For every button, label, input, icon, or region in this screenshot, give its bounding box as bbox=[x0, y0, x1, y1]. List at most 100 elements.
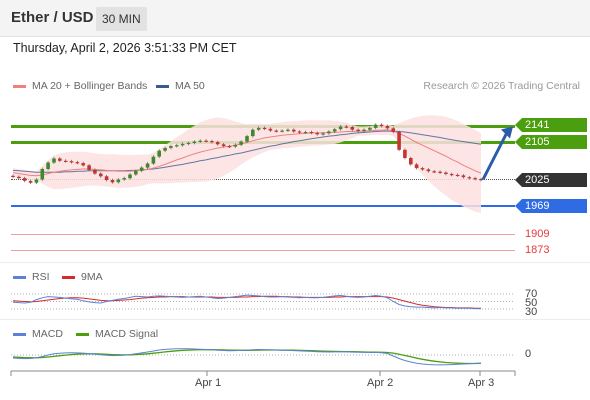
candle-body bbox=[157, 150, 161, 157]
ma20-swatch bbox=[13, 84, 26, 88]
candle-body bbox=[303, 132, 308, 134]
legend-rsi-ma-label: 9MA bbox=[81, 271, 103, 283]
ma50-line bbox=[12, 130, 482, 173]
candle-body bbox=[63, 160, 68, 162]
candle-body bbox=[280, 130, 284, 132]
candle-body bbox=[315, 132, 319, 135]
rsi-swatch bbox=[13, 275, 26, 279]
candle-body bbox=[122, 178, 126, 180]
candle-body bbox=[128, 174, 132, 179]
candle-body bbox=[461, 175, 466, 178]
legend-rsi-ma: 9MA bbox=[62, 271, 103, 283]
candle-body bbox=[134, 170, 138, 175]
x-label-apr2: Apr 2 bbox=[367, 377, 394, 389]
support-line-1 bbox=[11, 205, 515, 207]
candle-body bbox=[338, 126, 343, 130]
rsi-panel bbox=[11, 293, 515, 310]
chart-title: Ether / USD bbox=[11, 9, 94, 26]
candle-body bbox=[139, 167, 144, 171]
header-bar: Ether / USD 30 MIN bbox=[0, 0, 590, 37]
x-label-apr3: Apr 3 bbox=[468, 377, 495, 389]
rsi-level-30: 30 bbox=[525, 306, 538, 318]
credit-text: Research © 2026 Trading Central bbox=[423, 80, 580, 92]
divider bbox=[0, 319, 590, 320]
candle-body bbox=[297, 131, 302, 133]
rsi-ma-swatch bbox=[62, 275, 75, 279]
legend-macd-label: MACD bbox=[32, 328, 63, 340]
candle-body bbox=[99, 173, 103, 177]
candle-body bbox=[175, 145, 179, 147]
candle-body bbox=[192, 141, 197, 143]
candle-body bbox=[449, 174, 454, 176]
candle-body bbox=[251, 129, 255, 137]
candle-body bbox=[309, 132, 314, 134]
resistance-label-2: 2105 bbox=[515, 135, 587, 149]
support-label-3: 1873 bbox=[525, 244, 550, 256]
candle-body bbox=[245, 136, 249, 142]
candle-body bbox=[356, 129, 360, 132]
candle-body bbox=[385, 126, 390, 129]
candle-body bbox=[17, 176, 21, 179]
candle-body bbox=[332, 129, 337, 132]
forecast-arrow-head bbox=[501, 126, 513, 139]
x-axis bbox=[10, 370, 516, 376]
candle-body bbox=[151, 156, 156, 164]
candle-body bbox=[274, 130, 278, 132]
divider bbox=[0, 262, 590, 263]
support-line-2 bbox=[11, 234, 515, 235]
timestamp: Thursday, April 2, 2026 3:51:33 PM CET bbox=[13, 41, 237, 55]
support-label-1: 1969 bbox=[515, 199, 587, 213]
candle-body bbox=[368, 127, 372, 130]
candle-body bbox=[46, 162, 50, 169]
candle-body bbox=[11, 175, 15, 177]
candle-body bbox=[455, 174, 460, 177]
current-price-label: 2025 bbox=[515, 173, 587, 187]
macd-swatch bbox=[13, 332, 26, 336]
candle-body bbox=[286, 129, 290, 131]
forecast-arrow-shaft bbox=[481, 131, 509, 181]
macd-zero-label: 0 bbox=[525, 348, 532, 360]
candle-body bbox=[391, 128, 395, 132]
candle-body bbox=[233, 144, 238, 147]
candle-body bbox=[321, 133, 325, 135]
candle-body bbox=[28, 180, 33, 183]
candle-body bbox=[221, 144, 226, 147]
legend-rsi-label: RSI bbox=[32, 271, 50, 283]
candle-body bbox=[215, 142, 220, 145]
candle-body bbox=[34, 179, 39, 183]
candle-body bbox=[75, 162, 80, 164]
candle-body bbox=[163, 148, 167, 151]
macd-panel bbox=[11, 348, 515, 366]
candle-body bbox=[169, 146, 173, 148]
candle-body bbox=[397, 132, 401, 150]
candle-body bbox=[373, 124, 378, 128]
support-line-3 bbox=[11, 250, 515, 251]
macd-signal-line bbox=[12, 349, 482, 365]
candle-body bbox=[69, 161, 74, 163]
rsi-line bbox=[12, 294, 481, 310]
current-price-line bbox=[11, 179, 515, 180]
candle-body bbox=[81, 163, 85, 166]
candle-body bbox=[268, 128, 273, 131]
candle-body bbox=[350, 127, 355, 130]
legend-macd: MACD bbox=[13, 328, 63, 340]
legend-ma50: MA 50 bbox=[156, 80, 205, 92]
rsi-level-70: 70 bbox=[525, 288, 538, 300]
candle-body bbox=[420, 168, 425, 170]
candle-body bbox=[473, 178, 477, 180]
candle-body bbox=[52, 158, 56, 163]
candle-body bbox=[444, 172, 448, 174]
resistance-label-1: 2141 bbox=[515, 118, 587, 132]
legend-macd-signal-label: MACD Signal bbox=[95, 328, 159, 340]
legend-rsi: RSI bbox=[13, 271, 50, 283]
forecast-arrow bbox=[481, 126, 513, 181]
timeframe-button[interactable]: 30 MIN bbox=[96, 7, 147, 31]
candle-body bbox=[87, 165, 91, 170]
candle-body bbox=[198, 140, 202, 142]
candle-body bbox=[110, 180, 115, 183]
candle-body bbox=[180, 143, 185, 146]
candle-body bbox=[116, 179, 121, 183]
candle-body bbox=[292, 129, 296, 132]
x-label-apr1: Apr 1 bbox=[195, 377, 222, 389]
candle-body bbox=[40, 169, 45, 180]
